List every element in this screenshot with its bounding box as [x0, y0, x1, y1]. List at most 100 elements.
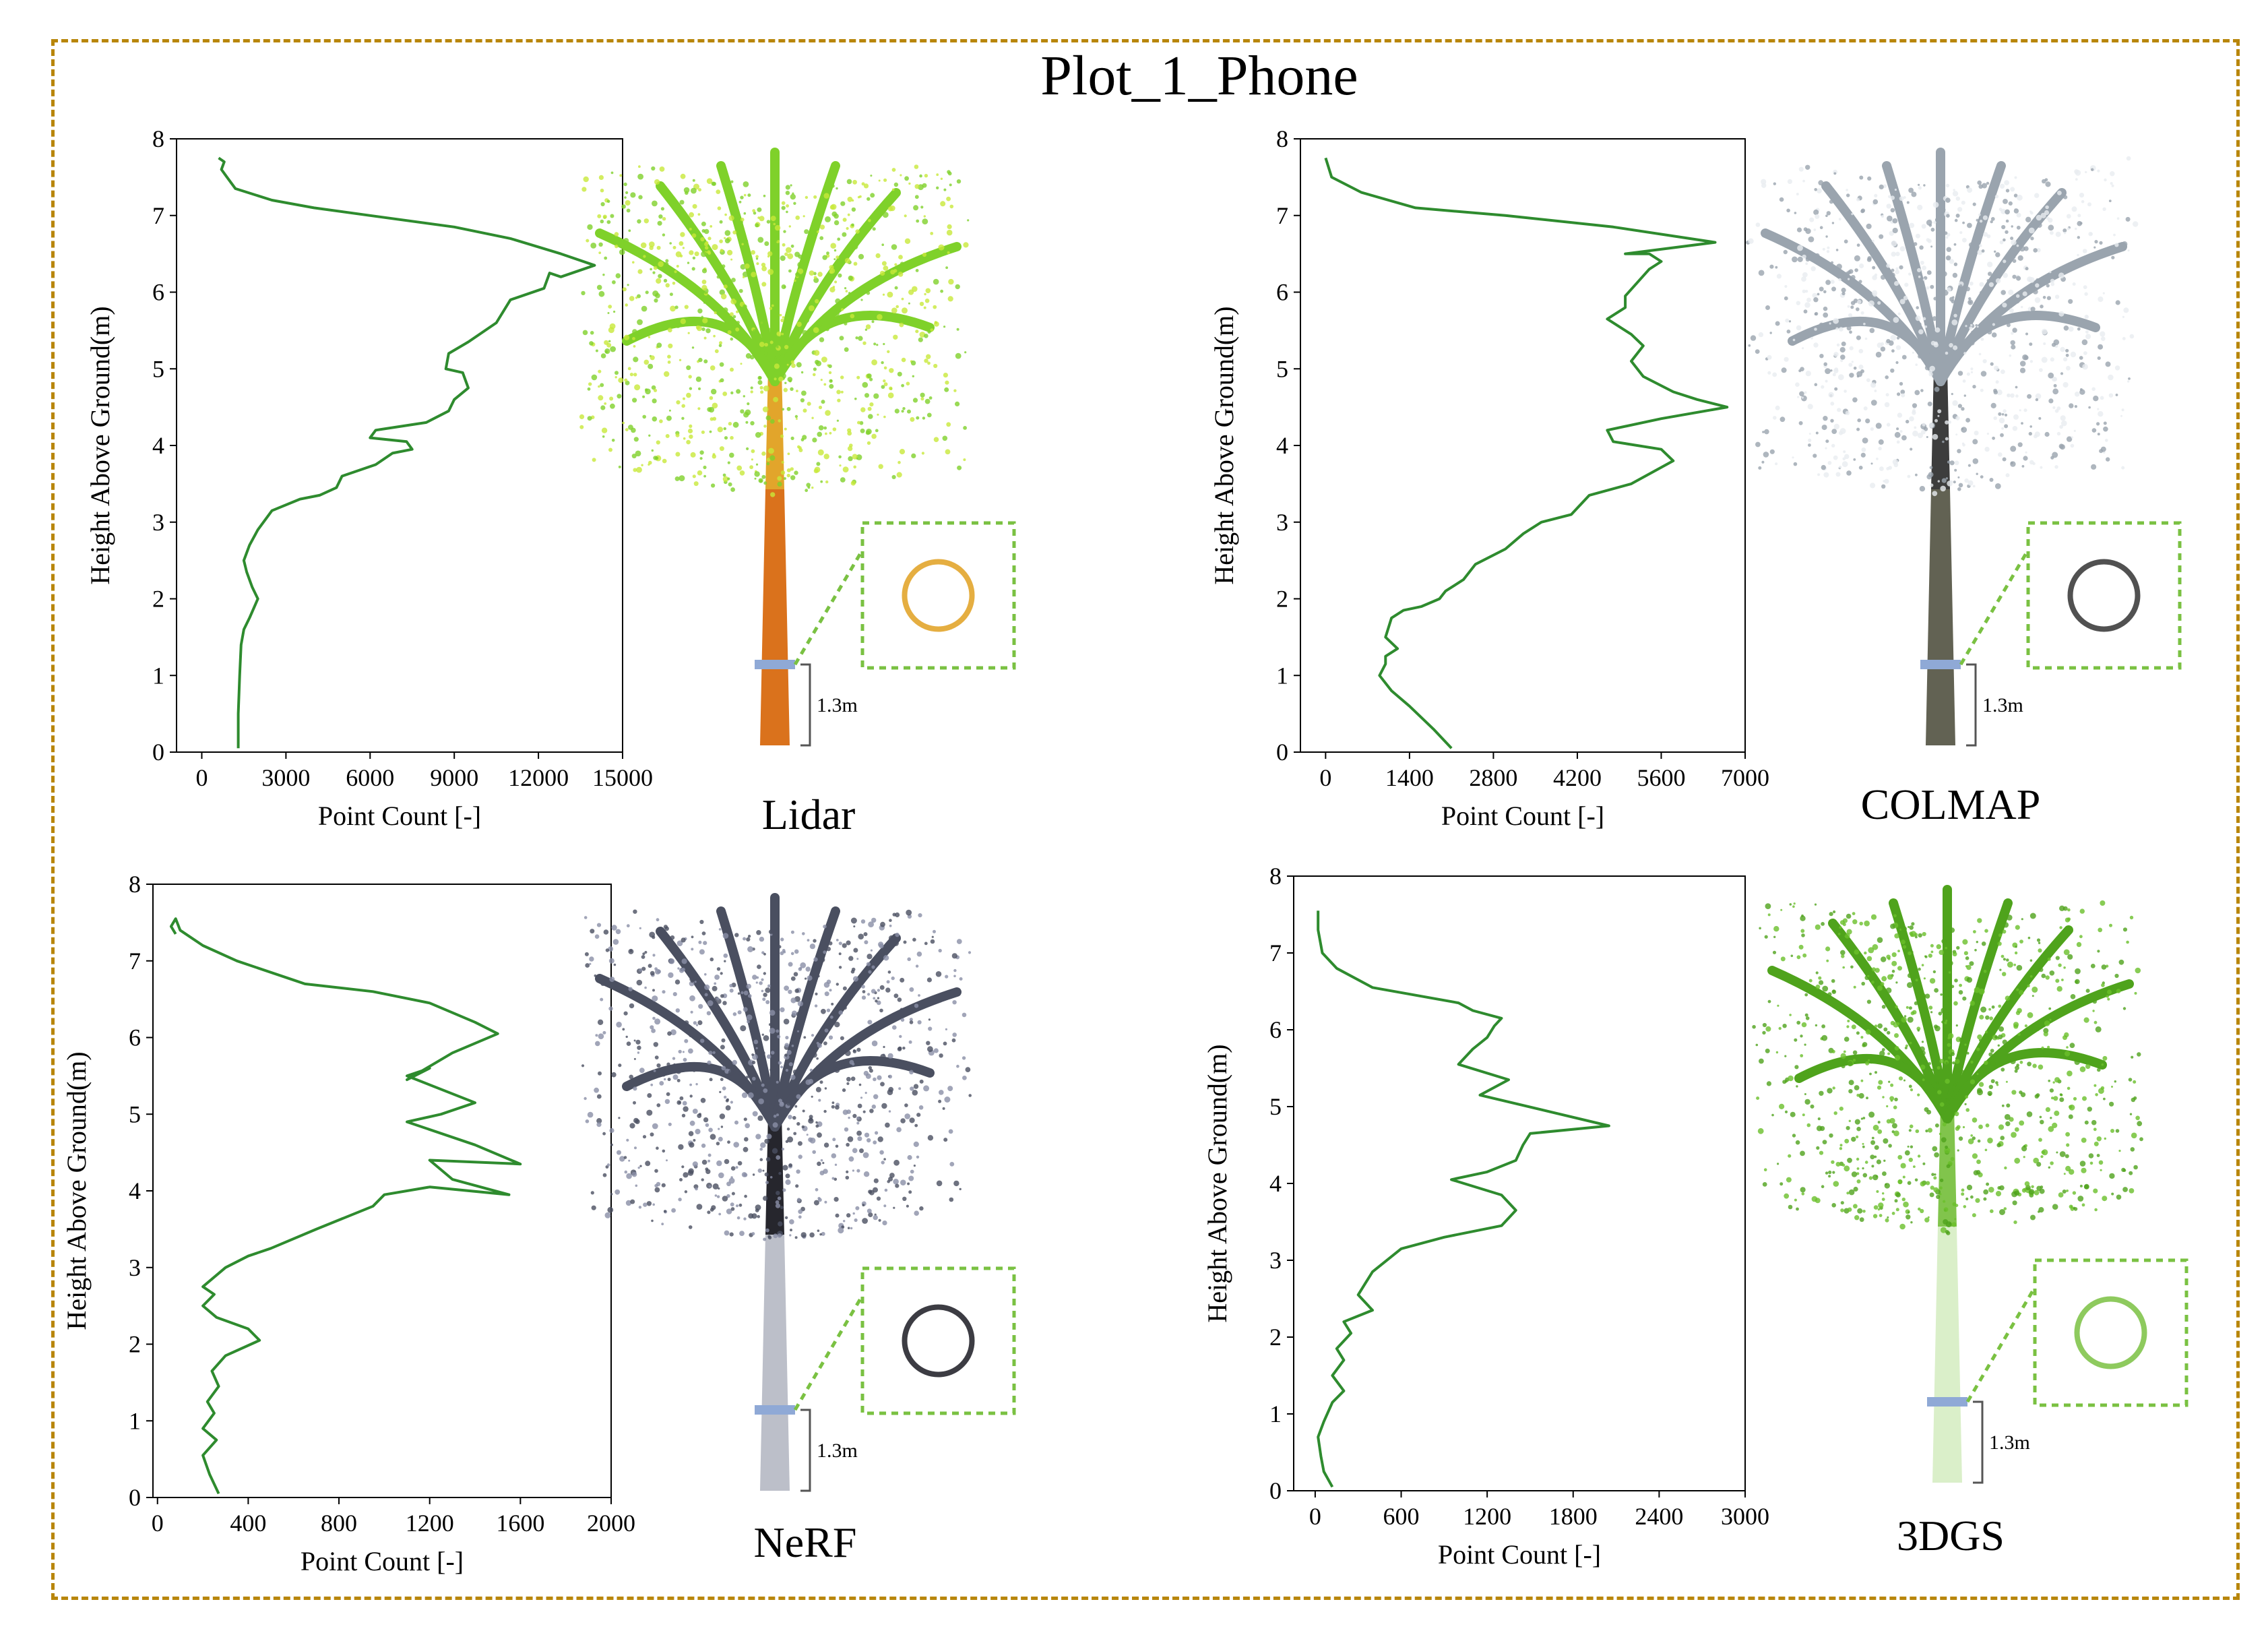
x-axis-label: Point Count [-]: [1441, 801, 1604, 831]
canopy-point: [2094, 240, 2098, 244]
canopy-point: [736, 1216, 741, 1220]
canopy-point: [945, 380, 949, 385]
canopy-point: [1841, 954, 1845, 958]
canopy-point: [850, 917, 857, 924]
canopy-point: [1995, 1191, 2002, 1197]
canopy-point: [823, 193, 829, 199]
canopy-point: [1870, 382, 1877, 388]
canopy-point: [840, 1036, 844, 1041]
canopy-point: [894, 263, 897, 266]
canopy-point: [734, 1120, 738, 1125]
canopy-point: [2129, 1188, 2135, 1194]
canopy-point: [1833, 455, 1838, 460]
canopy-point: [704, 973, 707, 976]
canopy-point: [633, 1057, 636, 1060]
canopy-point: [633, 909, 637, 914]
canopy-point: [626, 1138, 629, 1142]
canopy-point: [1982, 215, 1988, 220]
canopy-point: [836, 187, 838, 190]
canopy-point: [1972, 1153, 1978, 1159]
canopy-point: [2122, 1169, 2127, 1172]
canopy-point: [939, 1053, 943, 1058]
canopy-point: [2069, 1043, 2075, 1049]
canopy-point: [2065, 1132, 2071, 1137]
canopy-point: [888, 1074, 893, 1079]
canopy-point: [864, 1132, 870, 1138]
canopy-point: [1859, 263, 1864, 269]
canopy-point: [1775, 1051, 1779, 1054]
canopy-point: [719, 239, 723, 243]
canopy-point: [863, 183, 869, 189]
canopy-point: [662, 233, 666, 237]
canopy-point: [763, 385, 769, 392]
canopy-point: [853, 465, 856, 469]
canopy-point: [686, 439, 691, 445]
canopy-point: [2090, 964, 2096, 968]
canopy-point: [852, 1148, 858, 1153]
canopy-point: [730, 298, 737, 305]
canopy-point: [1947, 233, 1951, 237]
canopy-point: [2066, 436, 2073, 442]
canopy-point: [1887, 215, 1893, 222]
canopy-point: [1963, 951, 1968, 956]
canopy-point: [915, 269, 919, 272]
canopy-point: [743, 937, 747, 941]
canopy-point: [782, 408, 784, 411]
canopy-point: [945, 449, 951, 455]
canopy-point: [899, 1034, 902, 1039]
canopy-point: [867, 373, 872, 379]
canopy-point: [602, 1132, 606, 1136]
canopy-point: [1965, 1095, 1969, 1099]
canopy-point: [1840, 354, 1846, 360]
canopy-point: [1830, 419, 1834, 423]
canopy-point: [797, 261, 804, 268]
canopy-point: [1825, 447, 1827, 450]
canopy-point: [1998, 933, 2003, 937]
canopy-point: [1945, 183, 1950, 187]
canopy-point: [747, 946, 754, 952]
canopy-point: [672, 275, 678, 280]
canopy-point: [887, 1053, 893, 1059]
canopy-point: [2010, 340, 2015, 346]
canopy-point: [2000, 929, 2003, 932]
canopy-point: [1930, 284, 1934, 289]
canopy-point: [1804, 993, 1808, 997]
canopy-point: [2067, 1070, 2073, 1077]
canopy-point: [692, 1068, 696, 1072]
canopy-point: [767, 328, 771, 332]
canopy-point: [759, 385, 763, 390]
canopy-point: [1924, 365, 1930, 371]
canopy-point: [1784, 357, 1789, 362]
canopy-point: [871, 433, 877, 439]
canopy-point: [1828, 392, 1834, 398]
canopy-point: [2074, 405, 2077, 408]
canopy-point: [1850, 965, 1854, 969]
y-tick-label: 1: [129, 1407, 141, 1434]
canopy-point: [2067, 954, 2073, 960]
canopy-point: [864, 1056, 868, 1061]
canopy-point: [1939, 185, 1943, 189]
canopy-point: [771, 990, 775, 993]
canopy-point: [862, 1218, 868, 1224]
canopy-point: [852, 1169, 854, 1172]
canopy-point: [727, 249, 733, 255]
canopy-point: [1897, 412, 1903, 418]
canopy-point: [786, 473, 791, 478]
canopy-point: [2071, 436, 2073, 439]
canopy-point: [1999, 183, 2005, 189]
canopy-point: [1890, 368, 1895, 373]
canopy-point: [629, 1123, 635, 1129]
canopy-point: [2114, 973, 2119, 979]
canopy-point: [784, 1043, 790, 1048]
canopy-point: [1932, 202, 1939, 208]
canopy-point: [1775, 462, 1778, 466]
canopy-point: [602, 274, 605, 276]
canopy-point: [654, 1169, 658, 1173]
canopy-point: [763, 1196, 768, 1201]
canopy-point: [1836, 264, 1842, 270]
canopy-point: [2049, 270, 2052, 274]
canopy-point: [829, 989, 832, 992]
height-bracket-label: 1.3m: [817, 1440, 858, 1462]
canopy-point: [1800, 1187, 1806, 1193]
canopy-point: [623, 1011, 628, 1016]
